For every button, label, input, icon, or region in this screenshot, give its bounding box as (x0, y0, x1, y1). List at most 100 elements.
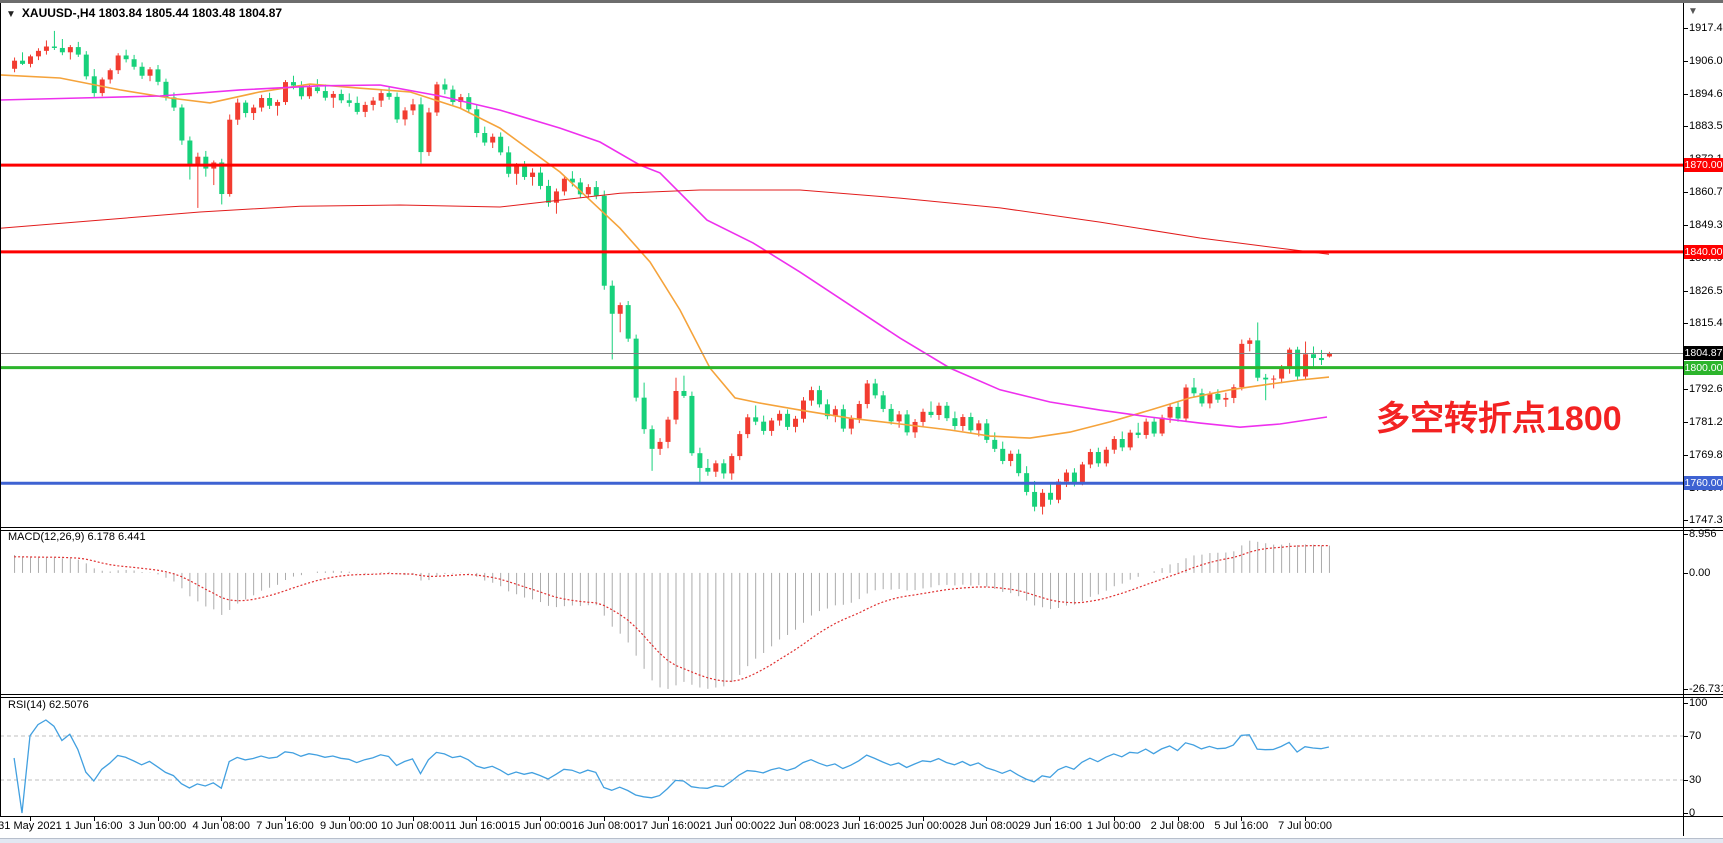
candle-body (761, 421, 767, 431)
candle-body (275, 102, 281, 106)
candle-body (163, 81, 169, 98)
candle-body (203, 156, 209, 169)
candle-body (1231, 387, 1237, 398)
price-badge-1800.00: 1800.00 (1684, 360, 1723, 375)
candle-body (793, 418, 799, 427)
date-axis-tick (922, 817, 924, 821)
candle-body (1303, 354, 1309, 377)
candle-body (283, 82, 289, 103)
candle-body (1318, 358, 1324, 361)
candle-body (314, 87, 320, 92)
candle-body (490, 136, 496, 143)
candle-body (1223, 397, 1229, 400)
candle-body (418, 104, 424, 153)
candle-body (553, 191, 559, 203)
candle-body (785, 413, 791, 427)
rsi-axis-label: 0 (1689, 807, 1696, 819)
price-axis-tick (1683, 192, 1688, 193)
candle-body (410, 104, 416, 111)
date-axis-tick (1113, 817, 1115, 821)
price-axis-tick (1683, 323, 1688, 325)
candle-body (123, 55, 129, 60)
candle-body (657, 441, 663, 449)
date-axis-tick (93, 817, 95, 821)
pane-separator[interactable] (0, 697, 1723, 698)
date-axis-tick (731, 817, 733, 821)
candle-body (1199, 393, 1205, 404)
candle-body (187, 140, 193, 165)
macd-indicator-label: MACD(12,26,9) 6.178 6.441 (8, 531, 146, 543)
candle-body (984, 423, 990, 440)
candle-body (968, 417, 974, 431)
pane-separator[interactable] (0, 530, 1723, 531)
candle-body (1119, 439, 1125, 448)
candle-body (1008, 453, 1014, 461)
candle-body (346, 100, 352, 103)
candle-body (577, 182, 583, 195)
candle-body (330, 93, 336, 98)
price-badge-1870.00: 1870.00 (1684, 158, 1723, 173)
candle-body (625, 305, 631, 339)
candle-body (12, 60, 18, 69)
price-axis-tick (1683, 290, 1688, 292)
candle-body (753, 417, 759, 422)
candle-body (713, 463, 719, 472)
candle-body (1167, 406, 1173, 418)
candle-body (338, 93, 344, 101)
candle-body (514, 166, 520, 174)
candle-body (530, 172, 536, 177)
candle-body (482, 132, 488, 143)
date-axis-tick (285, 817, 286, 821)
candle-body (585, 187, 591, 195)
candle-body (27, 56, 33, 64)
candle-body (745, 417, 751, 435)
date-axis-label: 28 Jun 08:00 (954, 820, 1019, 832)
date-axis-label: 22 Jun 08:00 (763, 820, 827, 832)
candle-body (426, 112, 432, 153)
price-axis-label: 1815.40 (1689, 317, 1723, 330)
candle-body (992, 439, 998, 449)
status-bar-strip (0, 838, 1723, 843)
candle-body (609, 285, 615, 314)
date-axis-label: 2 Jul 08:00 (1150, 820, 1205, 832)
price-axis-tick (1683, 60, 1688, 62)
pane-separator[interactable] (0, 527, 1723, 528)
candle-body (538, 172, 544, 186)
date-axis-tick (540, 817, 541, 821)
candle-body (769, 420, 775, 431)
candle-body (235, 102, 241, 120)
price-axis-label: 1769.80 (1689, 448, 1723, 461)
date-axis-tick (795, 817, 797, 821)
chart-annotation-text: 多空转折点1800 (1376, 400, 1622, 438)
date-axis-label: 17 Jun 16:00 (635, 820, 700, 832)
date-axis-tick (29, 817, 31, 821)
rsi-axis-tick (1683, 813, 1688, 814)
candle-body (1032, 491, 1038, 507)
candle-body (617, 305, 623, 314)
candle-body (107, 70, 113, 80)
price-scale-marker-icon[interactable]: ▼ (1688, 6, 1698, 17)
rsi-axis-tick (1683, 703, 1688, 704)
candle-body (378, 93, 384, 101)
date-axis-label: 23 Jun 16:00 (826, 820, 891, 832)
symbol-dropdown-icon[interactable]: ▼ (6, 9, 16, 20)
candle-body (1063, 472, 1069, 482)
macd-axis-tick (1683, 689, 1688, 690)
candle-body (545, 185, 551, 203)
candle-body (1143, 421, 1149, 435)
candle-body (131, 59, 137, 67)
rsi-line (13, 719, 1330, 814)
candle-body (808, 390, 814, 401)
candle-body (1239, 343, 1245, 388)
date-axis-tick (1177, 817, 1179, 821)
rsi-axis-label: 70 (1689, 730, 1702, 742)
candle-body (35, 50, 41, 57)
pane-separator[interactable] (0, 694, 1723, 695)
candle-body (1040, 492, 1046, 507)
candle-body (219, 162, 225, 195)
candle-body (75, 47, 81, 55)
date-axis-label: 7 Jun 16:00 (256, 820, 314, 832)
candle-body (251, 107, 257, 114)
